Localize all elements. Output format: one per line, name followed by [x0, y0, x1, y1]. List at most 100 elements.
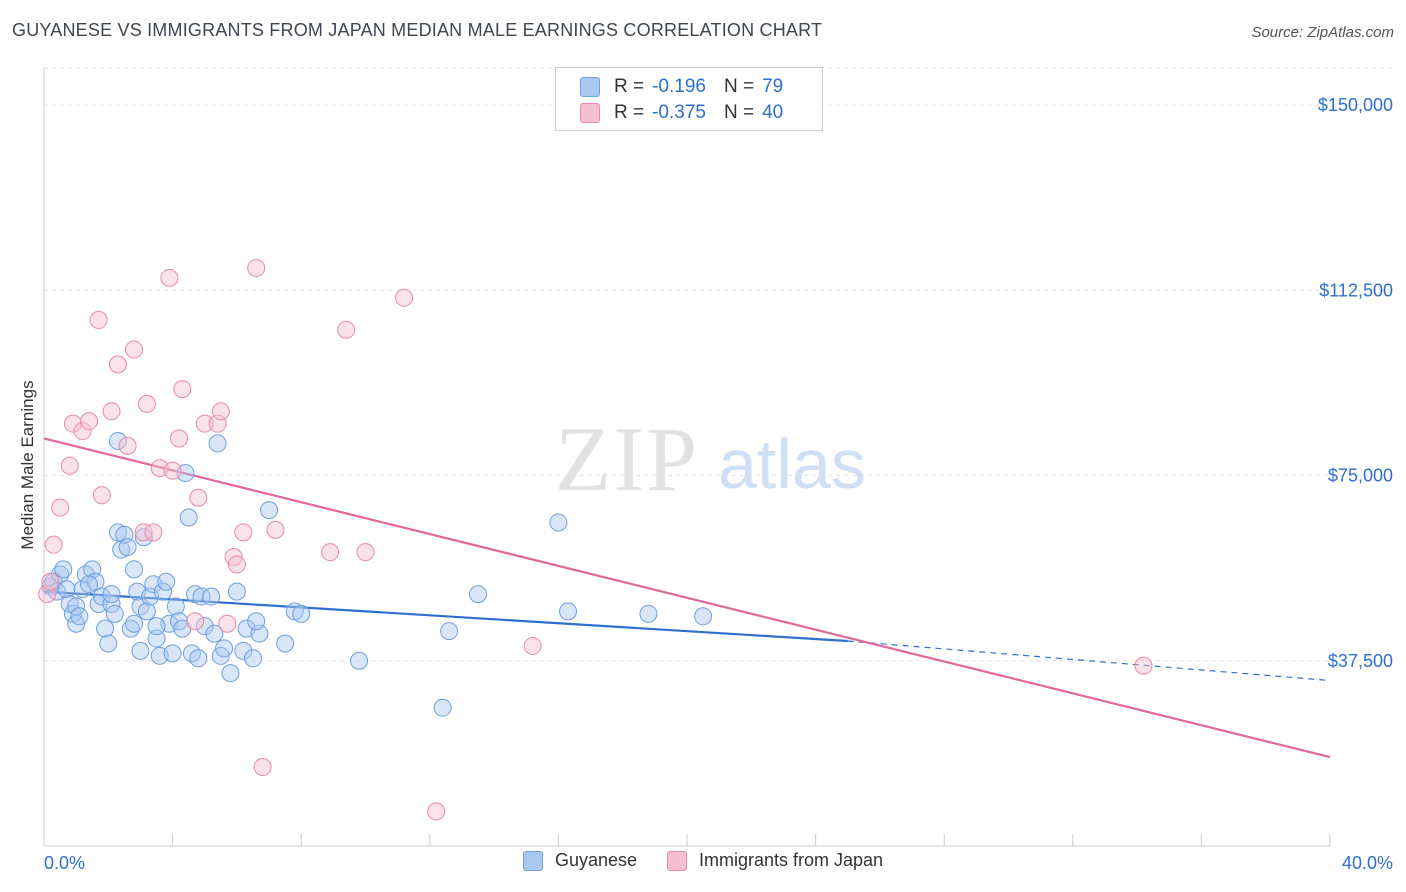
data-point: [427, 802, 446, 821]
swatch-japan: [580, 103, 600, 123]
data-point: [134, 528, 153, 547]
data-point: [276, 634, 295, 653]
data-point: [160, 268, 179, 287]
data-point: [125, 614, 144, 633]
legend-label: Immigrants from Japan: [699, 850, 884, 870]
data-point: [102, 594, 121, 613]
stats-row-guyanese: R = -0.196 N = 79: [580, 75, 801, 99]
data-point: [523, 636, 542, 655]
data-point: [63, 414, 82, 433]
data-point: [253, 757, 272, 776]
series-legend: Guyanese Immigrants from Japan: [0, 850, 1406, 871]
data-point: [195, 617, 214, 636]
data-point: [186, 612, 205, 631]
series-japan: [38, 259, 1153, 821]
data-point: [89, 310, 108, 329]
data-point: [134, 523, 153, 542]
y-tick-label: $150,000: [1318, 95, 1393, 115]
data-point: [215, 639, 234, 658]
trendline-guyanese: [43, 590, 848, 643]
data-point: [260, 501, 279, 520]
data-point: [80, 575, 99, 594]
data-point: [96, 619, 115, 638]
data-point: [137, 602, 156, 621]
data-point: [108, 431, 127, 450]
data-point: [92, 486, 111, 505]
n-label: N =: [723, 102, 755, 123]
data-point: [211, 402, 230, 421]
data-point: [41, 572, 60, 591]
y-tick-label: $75,000: [1328, 466, 1393, 486]
data-point: [350, 651, 369, 670]
data-point: [137, 394, 156, 413]
data-point: [51, 498, 70, 517]
data-point: [118, 436, 137, 455]
stats-row-japan: R = -0.375 N = 40: [580, 101, 801, 125]
data-point: [51, 565, 70, 584]
data-point: [118, 538, 137, 557]
data-point: [195, 414, 214, 433]
data-point: [166, 597, 185, 616]
gridlines: [44, 67, 1395, 662]
data-point: [54, 560, 73, 579]
y-tick-label: $37,500: [1328, 651, 1393, 671]
n-value: 40: [762, 102, 784, 123]
data-point: [247, 259, 266, 278]
data-point: [266, 520, 285, 539]
data-point: [440, 622, 459, 641]
legend-label: Guyanese: [554, 850, 637, 870]
n-value: 79: [762, 76, 784, 97]
n-label: N =: [723, 76, 755, 97]
watermark-zip: ZIP: [555, 408, 699, 510]
series-guyanese: [41, 431, 713, 717]
x-tick-label: 0.0%: [44, 853, 85, 873]
data-point: [157, 572, 176, 591]
data-point: [243, 649, 262, 668]
data-point: [234, 641, 253, 660]
data-point: [163, 461, 182, 480]
data-point: [153, 582, 172, 601]
legend-swatch-guyanese: [522, 850, 543, 871]
data-point: [189, 649, 208, 668]
data-point: [102, 585, 121, 604]
data-point: [144, 523, 163, 542]
data-point: [227, 582, 246, 601]
legend-item-japan[interactable]: Immigrants from Japan: [667, 850, 883, 871]
chart-title: GUYANESE VS IMMIGRANTS FROM JAPAN MEDIAN…: [12, 20, 823, 40]
data-point: [247, 612, 266, 631]
data-point: [559, 602, 578, 621]
data-point: [356, 543, 375, 562]
data-point: [57, 580, 76, 599]
data-point: [221, 664, 240, 683]
data-point: [179, 508, 198, 527]
data-point: [218, 614, 237, 633]
data-point: [170, 429, 189, 448]
data-point: [121, 619, 140, 638]
x-tick-label: 40.0%: [1342, 853, 1393, 873]
data-point: [208, 434, 227, 453]
data-point: [80, 412, 99, 431]
r-value: -0.375: [652, 102, 706, 123]
data-point: [205, 624, 224, 643]
data-point: [125, 560, 144, 579]
data-point: [395, 288, 414, 307]
trendline-guyanese-extension: [847, 640, 1331, 682]
legend-item-guyanese[interactable]: Guyanese: [522, 850, 637, 871]
trendlines: [43, 437, 1331, 759]
trendline-japan: [43, 437, 1331, 759]
data-point: [469, 585, 488, 604]
data-point: [125, 340, 144, 359]
data-point: [44, 535, 63, 554]
data-point: [337, 320, 356, 339]
tick-labels: $37,500 $75,000 $112,500 $150,000 0.0% 40.0%: [44, 95, 1393, 873]
data-point: [99, 634, 118, 653]
data-point: [60, 456, 79, 475]
data-points: [38, 259, 1153, 821]
r-label: R =: [614, 102, 645, 123]
data-point: [131, 641, 150, 660]
data-point: [321, 543, 340, 562]
data-point: [163, 644, 182, 663]
data-point: [639, 604, 658, 623]
legend-swatch-japan: [667, 850, 687, 871]
